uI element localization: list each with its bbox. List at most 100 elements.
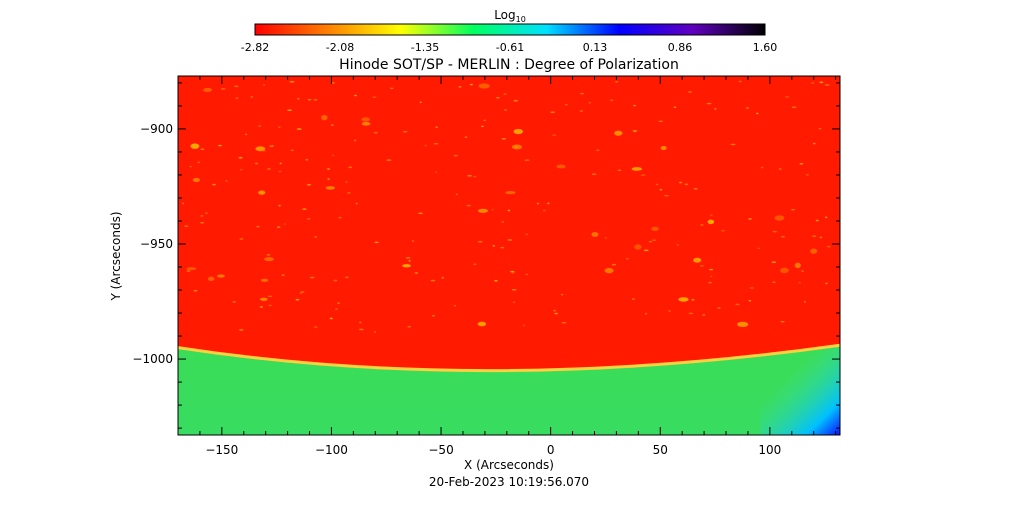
polarization-speck bbox=[478, 83, 490, 89]
polarization-speck bbox=[525, 273, 529, 276]
polarization-speck bbox=[433, 142, 439, 145]
polarization-speck bbox=[749, 287, 755, 289]
y-tick-label: −950 bbox=[140, 237, 173, 251]
polarization-speck bbox=[700, 224, 704, 226]
solar-disk-region bbox=[178, 76, 840, 371]
polarization-speck bbox=[503, 109, 508, 111]
polarization-speck bbox=[745, 107, 750, 109]
polarization-speck bbox=[373, 131, 378, 134]
polarization-speck bbox=[361, 121, 371, 126]
polarization-speck bbox=[309, 276, 315, 279]
polarization-speck bbox=[411, 240, 415, 242]
polarization-speck bbox=[565, 103, 568, 106]
polarization-speck bbox=[264, 257, 274, 262]
polarization-speck bbox=[660, 145, 667, 151]
polarization-speck bbox=[348, 166, 353, 169]
polarization-speck bbox=[634, 244, 642, 250]
polarization-speck bbox=[254, 162, 259, 165]
polarization-speck bbox=[477, 240, 483, 243]
polarization-speck bbox=[190, 143, 200, 149]
polarization-speck bbox=[389, 87, 394, 90]
polarization-speck bbox=[483, 119, 487, 122]
polarization-speck bbox=[338, 216, 342, 219]
polarization-speck bbox=[455, 193, 458, 196]
polarization-speck bbox=[591, 232, 599, 237]
polarization-speck bbox=[648, 240, 652, 243]
polarization-speck bbox=[492, 245, 496, 247]
polarization-speck bbox=[511, 288, 517, 291]
polarization-speck bbox=[232, 301, 236, 303]
polarization-speck bbox=[355, 202, 358, 205]
polarization-speck bbox=[205, 212, 208, 214]
polarization-speck bbox=[658, 120, 664, 123]
axes: −150 −100 −50 0 50 100 −900 −950 −1000 bbox=[132, 75, 841, 457]
polarization-speck bbox=[678, 297, 689, 302]
polarization-speck bbox=[430, 279, 436, 282]
polarization-speck bbox=[688, 312, 694, 315]
polarization-speck bbox=[550, 111, 556, 113]
polarization-speck bbox=[495, 96, 500, 99]
polarization-speck bbox=[748, 299, 752, 302]
polarization-speck bbox=[466, 204, 472, 207]
polarization-speck bbox=[458, 86, 462, 88]
polarization-speck bbox=[295, 298, 300, 301]
polarization-speck bbox=[514, 145, 518, 148]
polarization-speck bbox=[344, 181, 348, 183]
polarization-speck bbox=[721, 229, 725, 232]
polarization-speck bbox=[511, 271, 515, 274]
colorbar-tick-label: 0.86 bbox=[668, 41, 693, 54]
polarization-speck bbox=[335, 308, 338, 310]
polarization-speck bbox=[259, 306, 264, 308]
polarization-speck bbox=[189, 165, 192, 168]
polarization-speck bbox=[501, 137, 507, 140]
polarization-speck bbox=[344, 276, 349, 279]
polarization-speck bbox=[818, 127, 822, 130]
polarization-speck bbox=[507, 239, 513, 241]
polarization-speck bbox=[805, 174, 809, 176]
polarization-speck bbox=[501, 221, 505, 223]
x-tick-label: −100 bbox=[315, 443, 348, 457]
polarization-speck bbox=[354, 94, 357, 97]
polarization-speck bbox=[791, 106, 797, 109]
polarization-speck bbox=[588, 101, 592, 104]
polarization-speck bbox=[281, 274, 285, 277]
polarization-speck bbox=[604, 237, 607, 239]
solar-limb bbox=[178, 343, 840, 373]
polarization-speck bbox=[327, 168, 331, 170]
x-axis-label: X (Arcseconds) bbox=[464, 458, 554, 472]
y-tick-label: −900 bbox=[140, 122, 173, 136]
polarization-speck bbox=[668, 310, 671, 312]
polarization-speck bbox=[617, 169, 622, 172]
polarization-speck bbox=[810, 248, 818, 254]
polarization-speck bbox=[708, 268, 714, 271]
polarization-speck bbox=[790, 208, 796, 211]
plot-frame bbox=[177, 75, 841, 436]
polarization-speck bbox=[826, 245, 831, 248]
polarization-speck bbox=[464, 136, 468, 138]
polarization-speck bbox=[261, 149, 266, 152]
polarization-speck bbox=[186, 270, 191, 272]
polarization-speck bbox=[299, 292, 302, 294]
polarization-speck bbox=[542, 209, 546, 212]
polarization-speck bbox=[693, 257, 702, 263]
chart-title: Hinode SOT/SP - MERLIN : Degree of Polar… bbox=[339, 57, 679, 73]
polarization-speck bbox=[824, 216, 828, 219]
polarization-speck bbox=[780, 267, 789, 274]
polarization-speck bbox=[684, 183, 689, 186]
polarization-speck bbox=[714, 108, 717, 110]
polarization-speck bbox=[278, 204, 281, 207]
polarization-speck bbox=[702, 314, 706, 316]
polarization-speck bbox=[771, 261, 777, 263]
polarization-speck bbox=[738, 80, 742, 83]
polarization-speck bbox=[337, 302, 340, 304]
polarization-speck bbox=[419, 101, 422, 104]
polarization-speck bbox=[615, 80, 619, 83]
polarization-speck bbox=[785, 96, 790, 98]
polarization-speck bbox=[554, 312, 559, 315]
polarization-speck bbox=[200, 215, 204, 217]
polarization-speck bbox=[306, 218, 311, 220]
polarization-speck bbox=[259, 297, 268, 301]
polarization-speck bbox=[522, 324, 526, 327]
polarization-speck bbox=[424, 144, 427, 147]
